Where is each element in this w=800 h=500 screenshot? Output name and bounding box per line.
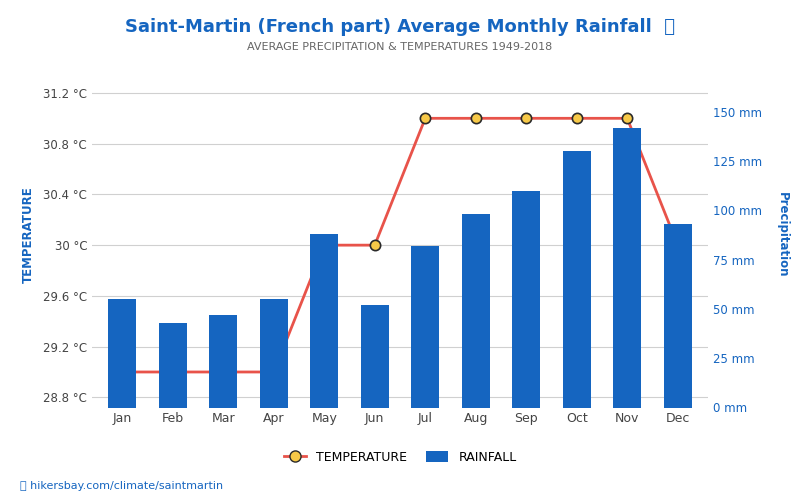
Point [116,368,129,376]
Bar [512,190,540,408]
Y-axis label: Precipitation: Precipitation [776,192,789,278]
Point [166,368,179,376]
Y-axis label: TEMPERATURE: TEMPERATURE [22,186,34,284]
Bar [462,214,490,408]
Point [419,114,432,122]
Legend: TEMPERATURE, RAINFALL: TEMPERATURE, RAINFALL [278,446,522,468]
Bar [210,315,237,408]
Point [318,241,330,249]
Point [570,114,583,122]
Point [470,114,482,122]
Bar [109,299,136,408]
Point [520,114,533,122]
Text: Saint-Martin (French part) Average Monthly Rainfall  🌧: Saint-Martin (French part) Average Month… [125,18,675,36]
Bar [260,299,288,408]
Bar [664,224,691,408]
Bar [361,305,389,408]
Bar [614,128,641,407]
Text: AVERAGE PRECIPITATION & TEMPERATURES 1949-2018: AVERAGE PRECIPITATION & TEMPERATURES 194… [247,42,553,52]
Text: 📍 hikersbay.com/climate/saintmartin: 📍 hikersbay.com/climate/saintmartin [20,481,223,491]
Point [267,368,280,376]
Bar [310,234,338,408]
Point [368,241,381,249]
Bar [563,151,590,407]
Point [621,114,634,122]
Bar [159,322,186,408]
Point [217,368,230,376]
Bar [411,246,439,408]
Point [671,241,684,249]
